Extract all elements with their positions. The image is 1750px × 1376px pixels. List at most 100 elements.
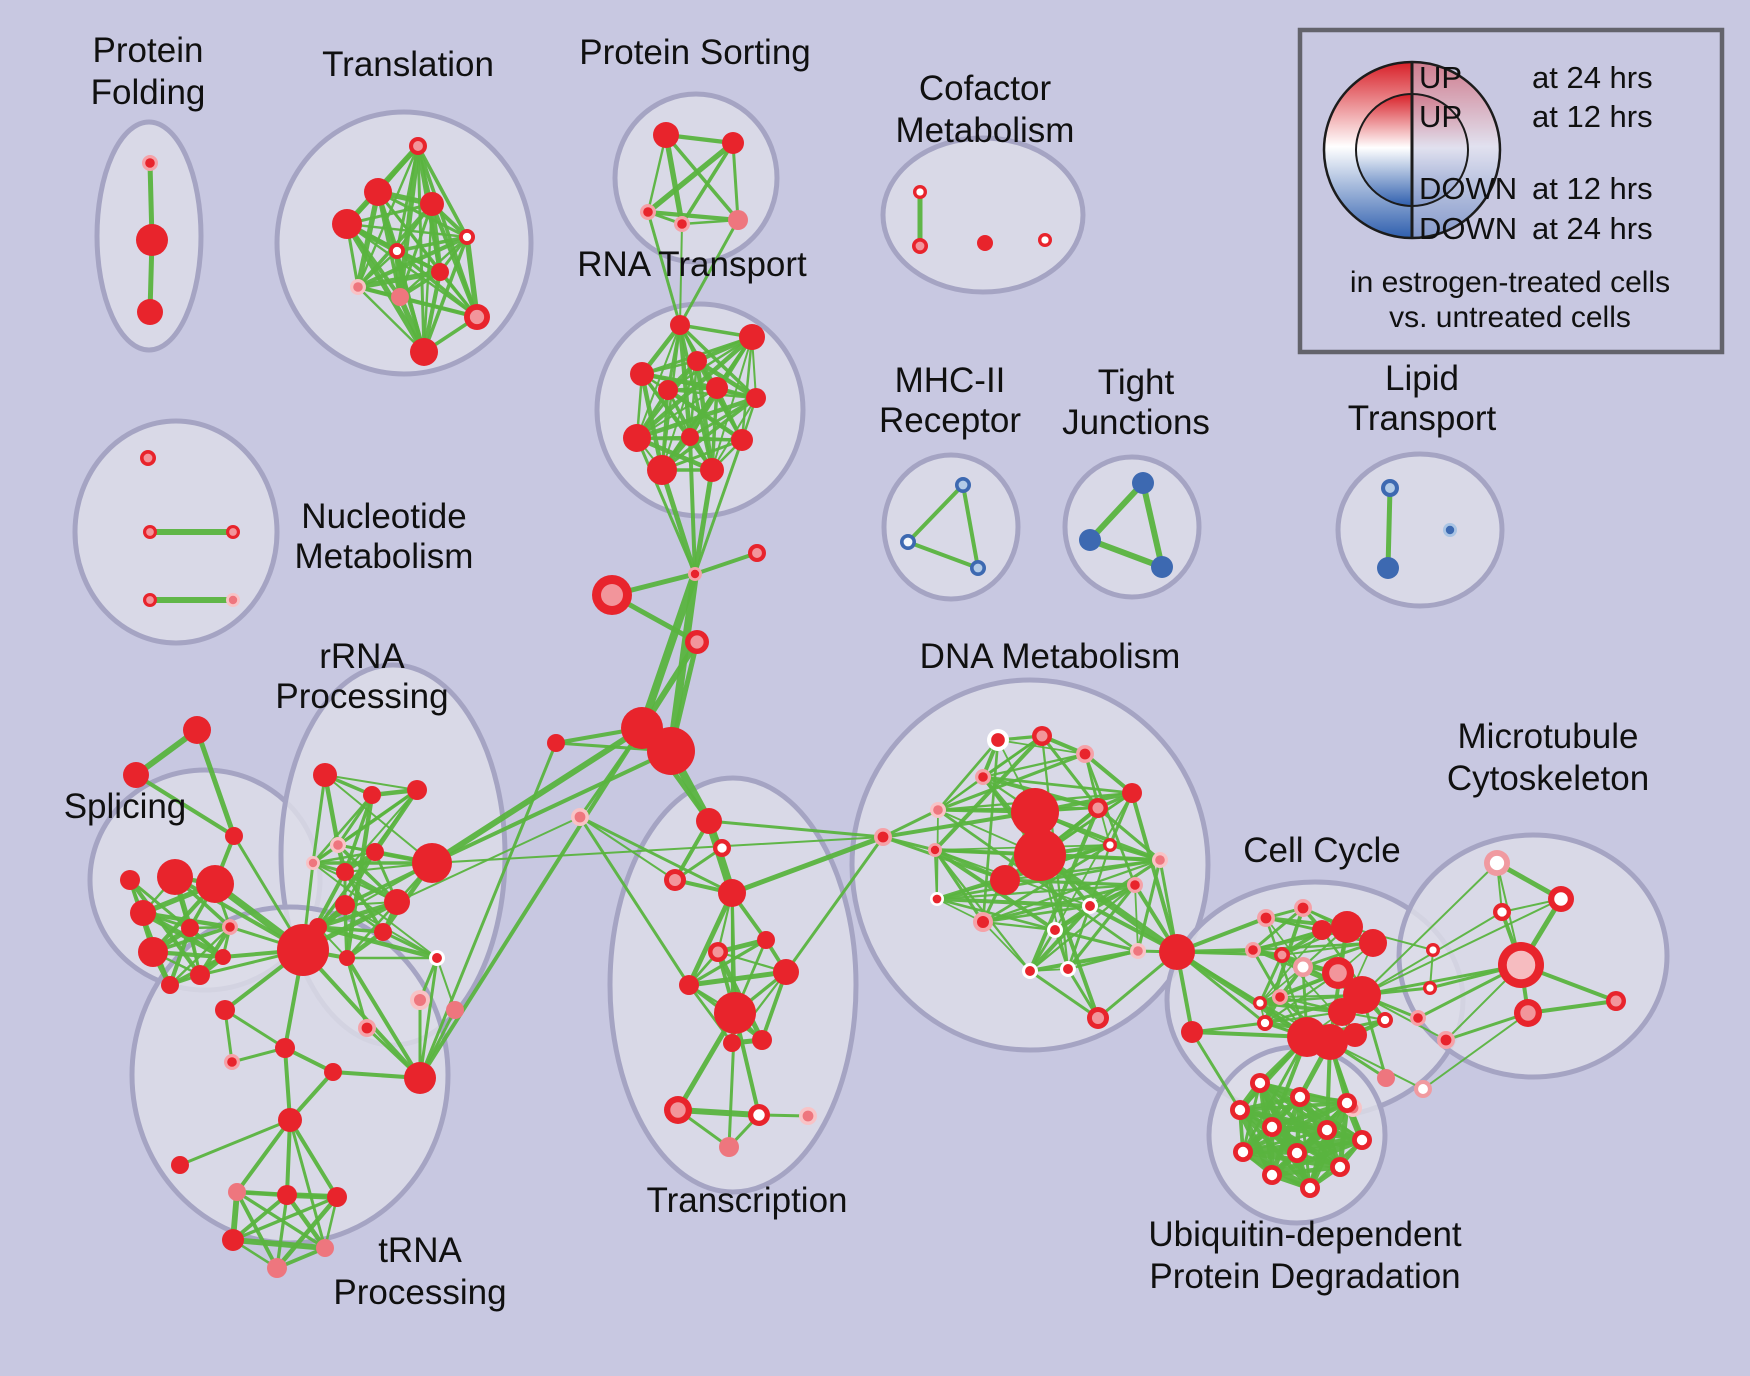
cluster-label-rrna-processing: Processing — [275, 677, 448, 716]
gene-node-center — [308, 858, 318, 868]
gene-node — [363, 786, 381, 804]
gene-node-center — [933, 805, 943, 815]
network-edge — [285, 1118, 292, 1197]
network-edge — [981, 920, 1057, 932]
gene-node-center — [1440, 1034, 1452, 1046]
network-edge — [231, 1193, 289, 1242]
gene-node-center — [1385, 483, 1395, 493]
gene-node-center — [802, 1110, 814, 1122]
network-edge — [1190, 1030, 1242, 1112]
network-edge — [933, 848, 939, 901]
network-edge — [134, 773, 236, 838]
gene-node — [1343, 1023, 1367, 1047]
gene-node-center — [1277, 950, 1287, 960]
gene-node — [647, 727, 695, 775]
network-edge — [678, 323, 758, 400]
network-edge — [784, 835, 885, 974]
gene-node-center — [414, 994, 426, 1006]
network-edge — [686, 890, 735, 988]
cluster-label-microtubule-cytoskeleton: Microtubule — [1458, 717, 1639, 756]
gene-node — [120, 870, 140, 890]
gene-node — [316, 1239, 334, 1257]
network-edge — [707, 819, 885, 839]
network-edge — [1028, 928, 1057, 973]
gene-node-center — [1506, 950, 1536, 980]
gene-node — [696, 808, 722, 834]
network-edge — [906, 540, 980, 570]
gene-node — [275, 1038, 295, 1058]
network-edge — [396, 816, 581, 903]
gene-node-center — [643, 207, 653, 217]
gene-node-center — [1341, 1097, 1353, 1109]
gene-node — [723, 1034, 741, 1052]
gene-node-center — [915, 241, 925, 251]
network-edge — [418, 956, 439, 1080]
gene-node-center — [991, 733, 1005, 747]
network-edge — [981, 904, 1092, 924]
legend: UP at 24 hrs UP at 12 hrs DOWN at 12 hrs DOWN a… — [1297, 27, 1725, 355]
network-edge — [1038, 853, 1100, 1020]
gene-node-center — [1429, 946, 1437, 954]
gene-node-center — [1489, 855, 1505, 871]
legend-donut-faded-half — [1412, 59, 1506, 241]
gene-node-center — [1297, 902, 1309, 914]
gene-node-center — [932, 894, 942, 904]
gene-node — [728, 210, 748, 230]
cluster-label-protein-sorting: Protein Sorting — [579, 33, 811, 72]
network-edge — [416, 144, 469, 239]
network-edge — [345, 956, 422, 1080]
network-edge — [663, 132, 685, 227]
gene-node-center — [1254, 1077, 1266, 1089]
legend-time-label-2: at 12 hrs — [1532, 171, 1653, 206]
gene-node — [313, 763, 337, 787]
gene-node — [1132, 472, 1154, 494]
legend-footer-line-0: in estrogen-treated cells — [1350, 266, 1670, 299]
gene-node — [136, 224, 168, 256]
gene-node-center — [973, 563, 983, 573]
network-edge — [680, 141, 735, 226]
network-edge — [740, 335, 754, 442]
gene-node — [277, 924, 329, 976]
network-edge — [906, 483, 965, 544]
network-edge — [645, 209, 741, 223]
gene-node-center — [930, 845, 940, 855]
gene-node-center — [143, 453, 153, 463]
network-edge — [937, 776, 984, 811]
gene-node-center — [1266, 1121, 1278, 1133]
gene-node — [1014, 829, 1066, 881]
network-edge — [678, 218, 740, 327]
gene-node — [446, 1001, 464, 1019]
cluster-label-protein-folding: Protein — [93, 31, 204, 70]
network-edge — [288, 1118, 339, 1199]
network-edge — [936, 752, 1087, 812]
gene-node-center — [413, 141, 423, 151]
gene-node-center — [1091, 1011, 1105, 1025]
network-edge — [1134, 884, 1139, 952]
network-edge — [464, 234, 480, 320]
gene-node-center — [690, 635, 704, 649]
cluster-label-nucleotide-metabolism: Metabolism — [295, 537, 474, 576]
network-edge — [935, 897, 1057, 932]
network-edge — [961, 483, 980, 570]
cluster-label-mhc-ii-receptor: Receptor — [879, 401, 1021, 440]
network-edge — [127, 877, 203, 978]
gene-node-center — [1304, 1182, 1316, 1194]
network-edge — [578, 815, 734, 895]
cluster-label-protein-folding: Folding — [91, 73, 206, 112]
gene-node-center — [1036, 730, 1048, 742]
legend-box — [1297, 27, 1725, 355]
cluster-label-lipid-transport: Lipid — [1385, 359, 1459, 398]
network-edge — [997, 739, 1086, 755]
gene-node — [679, 975, 699, 995]
gene-node-center — [1554, 892, 1568, 906]
network-edge — [686, 969, 789, 988]
cluster-label-mhc-ii-receptor: MHC-II — [895, 361, 1006, 400]
gene-node — [183, 716, 211, 744]
network-edge — [418, 726, 644, 1080]
network-edge — [692, 467, 715, 577]
network-edge — [729, 834, 886, 896]
gene-node-center — [1294, 1091, 1306, 1103]
network-edge — [1526, 999, 1618, 1015]
gene-node-center — [601, 584, 623, 606]
